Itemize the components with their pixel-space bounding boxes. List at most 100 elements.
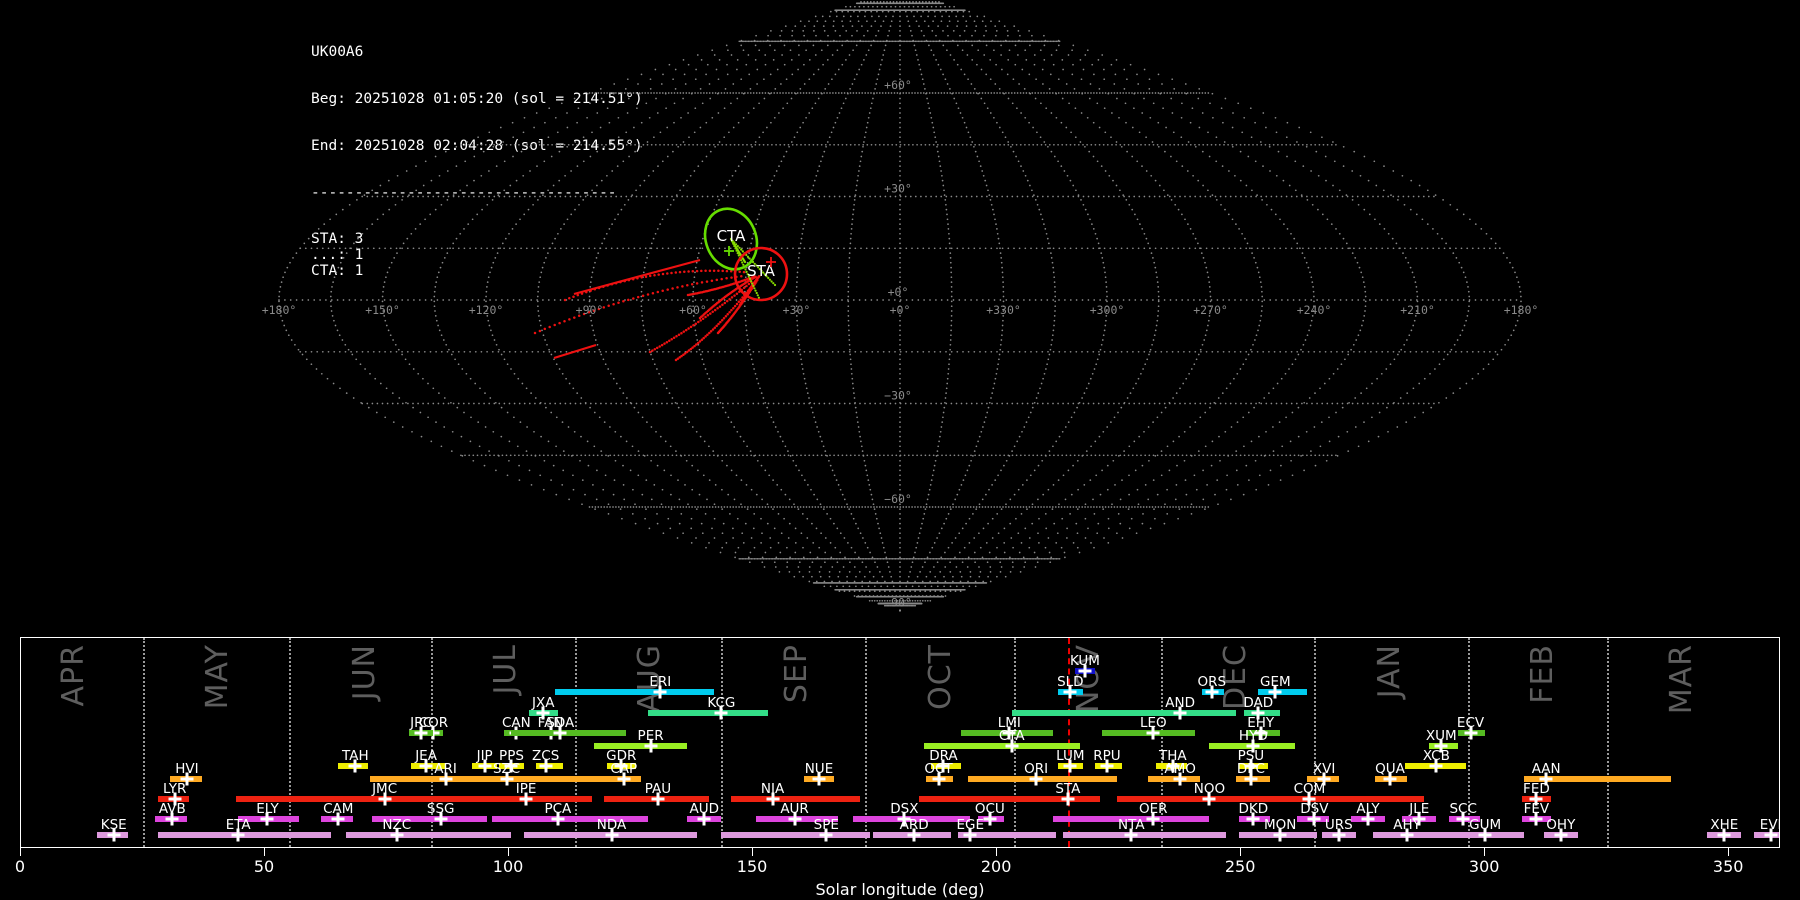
shower-bar-kcg[interactable]	[648, 710, 768, 716]
shower-peak-eta	[231, 828, 245, 842]
shower-label-jip: JIP	[476, 748, 493, 764]
shower-count-2: CTA: 1	[311, 262, 364, 279]
lon-label: +30°	[783, 303, 811, 317]
month-label-may: MAY	[200, 644, 236, 710]
shower-label-jrc: JRC	[410, 715, 433, 731]
shower-label-pps: PPS	[499, 748, 524, 764]
shower-bar-sda[interactable]	[511, 730, 627, 736]
shower-bar-ari[interactable]	[369, 776, 573, 782]
shower-label-tah: TAH	[342, 748, 369, 764]
shower-label-xhe: XHE	[1710, 817, 1739, 833]
shower-peak-kse	[107, 828, 121, 842]
shower-label-spe: SPE	[813, 817, 839, 833]
shower-peak-ori	[1029, 772, 1043, 786]
shower-bar-noo[interactable]	[1116, 796, 1264, 802]
month-label-sep: SEP	[778, 644, 814, 704]
shower-label-dad: DAD	[1243, 695, 1274, 711]
shower-label-kse: KSE	[100, 817, 127, 833]
sky-map[interactable]: CTA STA +180° +150° +120° +90° +60° +30° +0° +33…	[0, 0, 1800, 630]
month-label-jan: JAN	[1371, 644, 1407, 699]
shower-peak-lum	[1063, 759, 1077, 773]
shower-label-gum: GUM	[1469, 817, 1502, 833]
shower-bar-com[interactable]	[1263, 796, 1425, 802]
x-tick	[1484, 848, 1486, 856]
shower-bar-sta[interactable]	[919, 796, 1100, 802]
shower-label-aly: ALY	[1356, 801, 1380, 817]
shower-peak-dsx	[897, 812, 911, 826]
shower-peak-qua	[1383, 772, 1397, 786]
shower-bar-gem[interactable]	[1258, 689, 1308, 695]
shower-bar-cta[interactable]	[923, 743, 1081, 749]
shower-bar-aan[interactable]	[1524, 776, 1671, 782]
shower-label-fev: FEV	[1523, 801, 1550, 817]
shower-peak-sld	[1063, 685, 1077, 699]
month-label-jul: JUL	[488, 644, 524, 695]
shower-peak-sta	[1061, 792, 1075, 806]
shower-label-dra: DRA	[929, 748, 958, 764]
radiant-circle-cta[interactable]	[696, 201, 766, 277]
x-tick	[264, 848, 266, 856]
shower-count-0: STA: 3	[311, 231, 364, 248]
shower-peak-aly	[1361, 812, 1375, 826]
shower-peak-sda	[553, 726, 567, 740]
shower-bar-dsx[interactable]	[853, 816, 971, 822]
shower-bar-per[interactable]	[594, 743, 688, 749]
shower-peak-aud	[697, 812, 711, 826]
lon-label: +180°	[262, 303, 297, 317]
shower-label-dpc: DPC	[1236, 761, 1265, 777]
lat-label: +0°	[888, 285, 909, 299]
shower-bar-nia[interactable]	[731, 796, 861, 802]
shower-bar-nzc[interactable]	[345, 832, 512, 838]
lat-label: +30°	[884, 182, 912, 196]
shower-count-list: STA: 3...: 1 CTA: 1	[311, 232, 643, 279]
shower-bar-spe[interactable]	[721, 832, 871, 838]
shower-bar-cap[interactable]	[526, 776, 641, 782]
shower-bar-ssg[interactable]	[372, 816, 488, 822]
shower-bar-pca[interactable]	[491, 816, 649, 822]
shower-peak-com	[1302, 792, 1316, 806]
shower-label-tha: THA	[1158, 748, 1187, 764]
shower-peak-cor	[426, 726, 440, 740]
lon-label: +90°	[576, 303, 604, 317]
shower-label-nia: NIA	[760, 781, 785, 797]
shower-peak-zcs	[539, 759, 553, 773]
radiant-circle-sta[interactable]	[733, 246, 789, 302]
shower-peak-ehy	[1254, 726, 1268, 740]
shower-label-nta: NTA	[1118, 817, 1145, 833]
month-divider-jan	[1314, 638, 1317, 847]
x-tick	[996, 848, 998, 856]
shower-label-ors: ORS	[1197, 674, 1227, 690]
shower-peak-fev	[1529, 812, 1543, 826]
shower-label-urs: URS	[1324, 817, 1353, 833]
lon-label: +180°	[1504, 303, 1539, 317]
shower-peak-and	[1173, 706, 1187, 720]
shower-label-fed: FED	[1523, 781, 1550, 797]
shower-peak-ecv	[1464, 726, 1478, 740]
x-tick	[20, 848, 21, 856]
shower-label-dsx: DSX	[890, 801, 919, 817]
shower-bar-eri[interactable]	[555, 689, 715, 695]
shower-label-rpu: RPU	[1093, 748, 1121, 764]
shower-bar-oer[interactable]	[1053, 816, 1210, 822]
lon-label: +0°	[890, 303, 911, 317]
shower-peak-aur	[788, 812, 802, 826]
shower-peak-ssg	[434, 812, 448, 826]
shower-label-jxa: JXA	[531, 695, 555, 711]
month-label-apr: APR	[56, 644, 92, 707]
shower-peak-kum	[1078, 664, 1092, 678]
shower-label-sld: SLD	[1057, 674, 1084, 690]
shower-bar-ipe[interactable]	[489, 796, 593, 802]
shower-peak-ard	[907, 828, 921, 842]
shower-peak-tha	[1166, 759, 1180, 773]
shower-bar-ege[interactable]	[958, 832, 1056, 838]
shower-activity-timeline[interactable]: APR MAY JUN JUL AUG SEP OCT NOV DEC JAN FEB MAR KUM S…	[20, 637, 1780, 848]
shower-peak-jea	[419, 759, 433, 773]
shower-peak-rpu	[1100, 759, 1114, 773]
shower-bar-and[interactable]	[1011, 710, 1237, 716]
lat-label: −60°	[884, 492, 912, 506]
shower-bar-nta[interactable]	[1062, 832, 1227, 838]
shower-peak-dkd	[1246, 812, 1260, 826]
shower-bar-jmc[interactable]	[235, 796, 490, 802]
longitude-tick-labels: +180° +150° +120° +90° +60° +30° +0° +330° +300°…	[262, 303, 1539, 317]
shower-label-eri: ERI	[649, 674, 672, 690]
